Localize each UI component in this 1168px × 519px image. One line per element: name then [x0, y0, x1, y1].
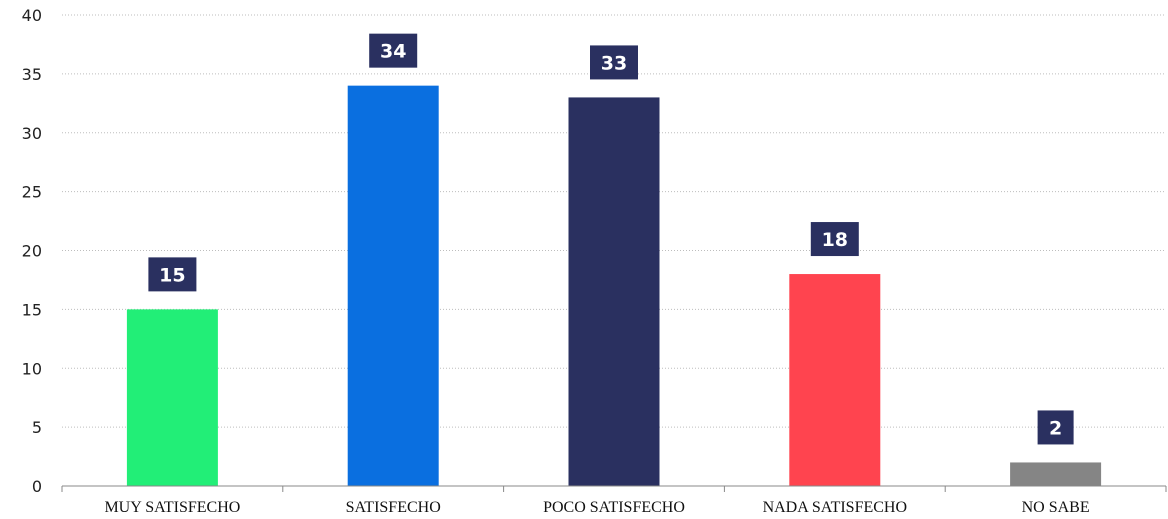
- y-tick-label: 25: [22, 183, 42, 202]
- data-label: 33: [601, 52, 627, 74]
- data-labels: 15 34 33 18 2: [148, 33, 1074, 445]
- data-label-box: [810, 222, 859, 257]
- y-tick-label: 5: [32, 418, 42, 437]
- data-label: 2: [1049, 417, 1062, 439]
- data-label: 15: [159, 264, 185, 286]
- y-tick-label: 35: [22, 65, 42, 84]
- x-tick-label: NADA SATISFECHO: [763, 499, 907, 516]
- bars: [126, 85, 1102, 487]
- bar: [347, 85, 439, 487]
- data-label-box: [1037, 410, 1074, 445]
- bar: [568, 97, 660, 487]
- y-tick-label: 40: [22, 6, 42, 25]
- x-tick-label: SATISFECHO: [346, 499, 441, 516]
- x-tick-label: MUY SATISFECHO: [104, 499, 240, 516]
- data-label: 34: [380, 41, 406, 63]
- data-label-box: [148, 257, 197, 292]
- y-tick-label: 30: [22, 124, 42, 143]
- y-axis-tick-labels: 0 5 10 15 20 25 30 35 40: [22, 6, 42, 496]
- bar: [1010, 462, 1102, 486]
- y-tick-label: 0: [32, 477, 42, 496]
- x-tick-label: POCO SATISFECHO: [543, 499, 685, 516]
- y-tick-label: 15: [22, 300, 42, 319]
- x-axis: [61, 485, 1167, 492]
- x-axis-tick-labels: MUY SATISFECHO SATISFECHO POCO SATISFECHO N…: [104, 499, 1089, 516]
- bar: [126, 309, 218, 486]
- y-tick-label: 20: [22, 242, 42, 261]
- data-label-box: [590, 45, 638, 80]
- data-label: 18: [822, 229, 848, 251]
- x-tick-label: NO SABE: [1022, 499, 1090, 516]
- data-label-box: [369, 33, 418, 68]
- y-tick-label: 10: [22, 359, 42, 378]
- bar: [789, 274, 881, 486]
